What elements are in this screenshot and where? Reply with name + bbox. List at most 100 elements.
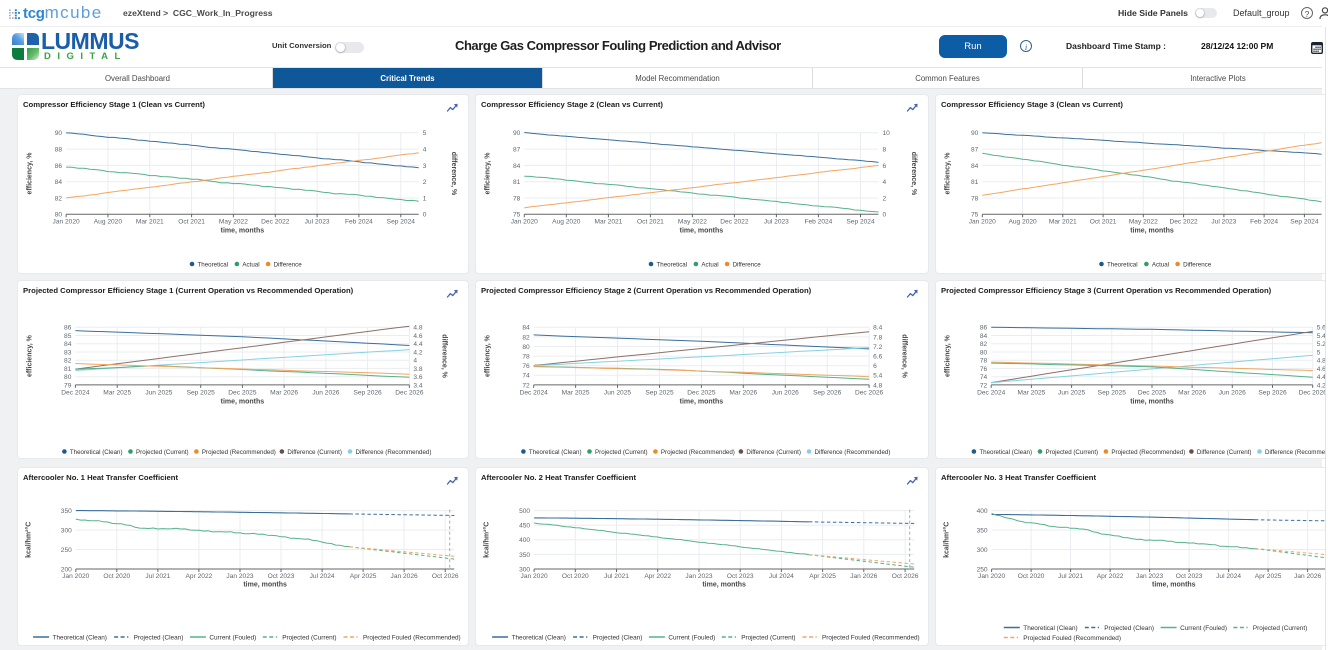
svg-text:350: 350 [519, 552, 530, 559]
svg-text:5.2: 5.2 [1317, 341, 1326, 348]
svg-text:Theoretical (Clean): Theoretical (Clean) [1023, 625, 1077, 632]
svg-text:78: 78 [513, 195, 521, 202]
svg-text:Feb 2024: Feb 2024 [1250, 219, 1278, 226]
svg-text:Sep 2026: Sep 2026 [1258, 389, 1287, 396]
svg-text:time, months: time, months [221, 398, 265, 405]
svg-text:4: 4 [413, 358, 417, 365]
svg-text:Theoretical (Clean): Theoretical (Clean) [53, 634, 107, 641]
svg-text:8: 8 [883, 147, 887, 154]
svg-text:Difference: Difference [274, 261, 303, 268]
svg-text:Dec 2025: Dec 2025 [687, 389, 716, 396]
svg-text:time, months: time, months [702, 581, 746, 588]
svg-text:Dec 2026: Dec 2026 [1299, 389, 1328, 396]
svg-text:Projected Compressor Efficienc: Projected Compressor Efficiency Stage 2 … [481, 286, 812, 295]
svg-text:Sep 2025: Sep 2025 [187, 389, 216, 396]
svg-text:5: 5 [1317, 349, 1321, 356]
svg-text:Sep 2024: Sep 2024 [1290, 219, 1319, 226]
svg-text:Current (Fouled): Current (Fouled) [1180, 625, 1227, 632]
svg-text:Oct 2023: Oct 2023 [268, 573, 295, 580]
svg-text:Apr 2025: Apr 2025 [809, 573, 836, 580]
svg-text:Jun 2026: Jun 2026 [1219, 389, 1246, 396]
svg-text:Compressor Efficiency Stage 1: Compressor Efficiency Stage 1 (Clean vs … [23, 100, 205, 109]
svg-text:Dec 2026: Dec 2026 [395, 389, 424, 396]
svg-text:4.2: 4.2 [413, 349, 422, 356]
svg-text:time, months: time, months [1152, 581, 1196, 588]
svg-text:90: 90 [513, 130, 521, 137]
svg-text:Mar 2026: Mar 2026 [729, 389, 757, 396]
svg-text:76: 76 [980, 366, 988, 373]
svg-text:time, months: time, months [243, 581, 287, 588]
svg-text:Sep 2025: Sep 2025 [1098, 389, 1127, 396]
svg-text:5.4: 5.4 [873, 373, 882, 380]
svg-text:Mar 2026: Mar 2026 [1178, 389, 1206, 396]
svg-text:Projected (Current): Projected (Current) [1046, 449, 1099, 456]
svg-text:4.2: 4.2 [1317, 382, 1326, 389]
svg-text:Apr 2022: Apr 2022 [186, 573, 213, 580]
svg-text:Difference (Recommended): Difference (Recommended) [815, 449, 891, 456]
svg-text:Dec 2022: Dec 2022 [261, 219, 290, 226]
svg-text:Jan 2020: Jan 2020 [969, 219, 996, 226]
svg-text:time, months: time, months [680, 398, 724, 405]
svg-text:Jul 2024: Jul 2024 [769, 573, 794, 580]
svg-text:Compressor Efficiency Stage 3: Compressor Efficiency Stage 3 (Clean vs … [941, 100, 1123, 109]
svg-text:84: 84 [980, 333, 988, 340]
svg-text:efficiency, %: efficiency, % [485, 334, 492, 377]
svg-text:Mar 2025: Mar 2025 [103, 389, 131, 396]
svg-text:Aftercooler No. 2 Heat Transfe: Aftercooler No. 2 Heat Transfer Coeffici… [481, 473, 637, 482]
svg-text:80: 80 [980, 349, 988, 356]
svg-text:Jul 2024: Jul 2024 [1216, 573, 1241, 580]
svg-text:84: 84 [522, 325, 530, 332]
svg-text:Projected (Clean): Projected (Clean) [593, 634, 643, 641]
svg-text:3.6: 3.6 [413, 374, 422, 381]
svg-text:Apr 2025: Apr 2025 [350, 573, 377, 580]
svg-text:Jan 2020: Jan 2020 [511, 219, 538, 226]
svg-text:Jan 2020: Jan 2020 [978, 573, 1005, 580]
svg-text:78: 78 [522, 354, 530, 361]
svg-text:72: 72 [980, 382, 988, 389]
svg-text:Aftercooler No. 3 Heat Transfe: Aftercooler No. 3 Heat Transfer Coeffici… [941, 473, 1097, 482]
svg-text:300: 300 [61, 528, 72, 535]
svg-text:86: 86 [55, 163, 63, 170]
svg-text:Oct 2021: Oct 2021 [178, 219, 205, 226]
svg-text:Oct 2021: Oct 2021 [637, 219, 664, 226]
svg-text:4: 4 [423, 147, 427, 154]
svg-text:Difference: Difference [1183, 261, 1212, 268]
svg-text:efficiency, %: efficiency, % [485, 152, 492, 195]
svg-text:86: 86 [64, 325, 72, 332]
svg-text:Dec 2024: Dec 2024 [61, 389, 90, 396]
svg-text:Jun 2025: Jun 2025 [145, 389, 172, 396]
svg-text:kcal/hm²°C: kcal/hm²°C [943, 522, 951, 558]
svg-text:400: 400 [977, 508, 988, 515]
svg-text:80: 80 [522, 344, 530, 351]
svg-text:Sep 2025: Sep 2025 [645, 389, 674, 396]
svg-text:difference, %: difference, % [900, 334, 907, 378]
svg-text:4.6: 4.6 [1317, 366, 1326, 373]
svg-text:6.6: 6.6 [873, 354, 882, 361]
svg-text:6: 6 [883, 163, 887, 170]
svg-text:Projected Fouled (Recommended): Projected Fouled (Recommended) [363, 634, 461, 641]
svg-text:350: 350 [977, 528, 988, 535]
svg-text:Actual: Actual [242, 261, 259, 268]
svg-text:time, months: time, months [680, 228, 724, 235]
svg-text:Projected Compressor Efficienc: Projected Compressor Efficiency Stage 3 … [941, 286, 1272, 295]
svg-text:0: 0 [883, 212, 887, 219]
svg-text:Jul 2021: Jul 2021 [1058, 573, 1083, 580]
svg-text:84: 84 [55, 179, 63, 186]
svg-text:75: 75 [513, 212, 521, 219]
svg-text:Oct 2023: Oct 2023 [1176, 573, 1203, 580]
svg-text:Jan 2023: Jan 2023 [685, 573, 712, 580]
svg-text:Projected (Clean): Projected (Clean) [134, 634, 184, 641]
svg-text:300: 300 [977, 547, 988, 554]
svg-text:Aug 2020: Aug 2020 [552, 219, 581, 226]
svg-text:82: 82 [55, 195, 63, 202]
svg-text:Apr 2022: Apr 2022 [1097, 573, 1124, 580]
svg-text:Difference (Recommended): Difference (Recommended) [356, 449, 432, 456]
svg-text:81: 81 [64, 366, 72, 373]
svg-text:Jan 2026: Jan 2026 [1294, 573, 1321, 580]
svg-text:Jun 2025: Jun 2025 [1058, 389, 1085, 396]
svg-text:Oct 2026: Oct 2026 [892, 573, 919, 580]
svg-text:3.4: 3.4 [413, 382, 422, 389]
svg-text:Mar 2021: Mar 2021 [136, 219, 164, 226]
svg-text:7.2: 7.2 [873, 344, 882, 351]
svg-text:efficiency, %: efficiency, % [945, 152, 952, 195]
